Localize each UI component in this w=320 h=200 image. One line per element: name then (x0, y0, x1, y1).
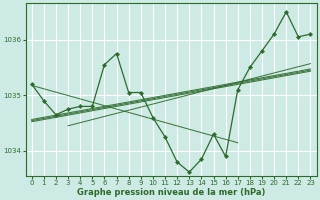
X-axis label: Graphe pression niveau de la mer (hPa): Graphe pression niveau de la mer (hPa) (77, 188, 265, 197)
